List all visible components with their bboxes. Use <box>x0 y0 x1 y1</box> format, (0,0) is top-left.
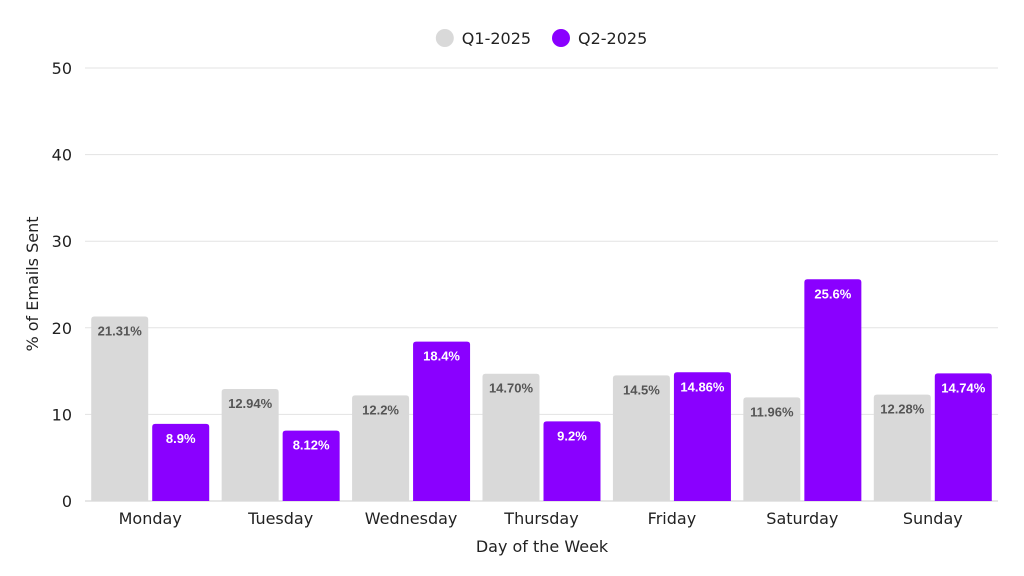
bar-label-tuesday-q2-2025: 8.12% <box>293 438 330 453</box>
bar-friday-q2-2025 <box>673 372 731 501</box>
x-tick-label-thursday: Thursday <box>503 509 578 528</box>
bar-label-monday-q1-2025: 21.31% <box>98 323 143 338</box>
bar-saturday-q1-2025 <box>743 397 801 501</box>
y-tick-label: 30 <box>52 232 72 251</box>
bar-thursday-q2-2025 <box>543 421 601 501</box>
bar-sunday-q1-2025 <box>873 394 931 501</box>
bar-saturday-q2-2025 <box>804 279 862 501</box>
y-tick-label: 50 <box>52 59 72 78</box>
x-axis-ticks: Monday Tuesday Wednesday Thursday Friday Satu… <box>119 509 963 528</box>
legend-marker <box>552 29 570 47</box>
x-tick-label-tuesday: Tuesday <box>247 509 313 528</box>
legend: Q1-2025 Q2-2025 <box>435 29 647 48</box>
x-tick-label-monday: Monday <box>119 509 182 528</box>
x-tick-label-saturday: Saturday <box>766 509 838 528</box>
x-axis-title: Day of the Week <box>476 537 609 556</box>
bar-label-sunday-q1-2025: 12.28% <box>880 402 925 417</box>
y-axis-title: % of Emails Sent <box>23 216 42 351</box>
bar-label-saturday-q2-2025: 25.6% <box>814 286 851 301</box>
bar-label-thursday-q2-2025: 9.2% <box>557 428 587 443</box>
bar-label-wednesday-q2-2025: 18.4% <box>423 349 460 364</box>
y-tick-label: 0 <box>62 492 72 511</box>
x-tick-label-wednesday: Wednesday <box>365 509 458 528</box>
bar-label-sunday-q2-2025: 14.74% <box>941 380 986 395</box>
bar-label-friday-q1-2025: 14.5% <box>623 382 660 397</box>
bar-tuesday-q2-2025 <box>282 430 340 501</box>
bars <box>91 279 992 501</box>
y-tick-label: 10 <box>52 405 72 424</box>
y-axis-ticks: 0 10 20 30 40 50 <box>52 59 72 511</box>
bar-labels: 21.31% 8.9% 12.94% 8.12% 12.2% 18.4% 14.70% 9.2… <box>98 286 986 452</box>
bar-monday-q2-2025 <box>152 423 210 501</box>
bar-label-tuesday-q1-2025: 12.94% <box>228 396 273 411</box>
x-tick-label-friday: Friday <box>648 509 697 528</box>
legend-label: Q1-2025 <box>462 29 531 48</box>
bar-label-thursday-q1-2025: 14.70% <box>489 381 534 396</box>
legend-marker <box>435 29 454 47</box>
y-tick-label: 20 <box>52 319 72 338</box>
bar-thursday-q1-2025 <box>482 373 540 501</box>
bar-label-monday-q2-2025: 8.9% <box>166 431 196 446</box>
legend-label: Q2-2025 <box>578 29 647 48</box>
bar-label-saturday-q1-2025: 11.96% <box>750 404 794 419</box>
bar-wednesday-q1-2025 <box>352 395 410 501</box>
x-tick-label-sunday: Sunday <box>903 509 963 528</box>
bar-wednesday-q2-2025 <box>413 341 471 501</box>
y-tick-label: 40 <box>52 146 72 165</box>
bar-sunday-q2-2025 <box>934 373 992 501</box>
bar-label-wednesday-q1-2025: 12.2% <box>362 402 399 417</box>
bar-monday-q1-2025 <box>91 316 149 501</box>
bar-label-friday-q2-2025: 14.86% <box>680 379 725 394</box>
bar-friday-q1-2025 <box>612 375 670 501</box>
bar-tuesday-q1-2025 <box>221 388 279 501</box>
